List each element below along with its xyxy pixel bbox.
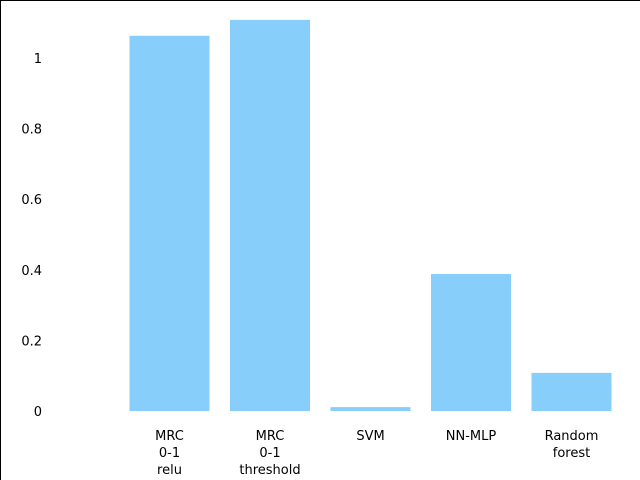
x-tick-label-line: Random — [545, 429, 599, 444]
x-tick-label-line: threshold — [239, 463, 300, 478]
x-tick-label-line: NN-MLP — [446, 429, 497, 444]
x-tick-label-line: 0-1 — [159, 446, 180, 461]
y-tick-label: 0.4 — [21, 264, 42, 279]
x-tick-label-line: MRC — [155, 429, 184, 444]
x-tick-label-line: relu — [157, 463, 182, 478]
x-tick-label: SVM — [356, 429, 384, 444]
x-tick-label-line: MRC — [256, 429, 285, 444]
x-tick-label: NN-MLP — [446, 429, 497, 444]
bars-group — [129, 19, 612, 412]
x-axis-ticks: MRC 0-1 relu MRC 0-1 threshold SVM NN-MLP Random… — [155, 429, 598, 478]
y-tick-label: 1 — [34, 52, 42, 67]
x-tick-label: MRC 0-1 threshold — [239, 429, 300, 478]
y-tick-label: 0 — [34, 405, 42, 420]
x-tick-label: MRC 0-1 relu — [155, 429, 184, 478]
bar — [129, 35, 210, 412]
x-tick-label: Random forest — [545, 429, 599, 461]
x-tick-label-line: forest — [553, 446, 590, 461]
bar — [431, 274, 511, 411]
y-tick-label: 0.2 — [21, 334, 42, 349]
bar — [330, 407, 411, 411]
x-tick-label-line: SVM — [356, 429, 384, 444]
y-axis-ticks: 0 0.2 0.4 0.6 0.8 1 — [21, 52, 42, 420]
y-tick-label: 0.8 — [21, 123, 42, 138]
x-tick-label-line: 0-1 — [259, 446, 280, 461]
bar — [230, 19, 310, 411]
y-tick-label: 0.6 — [21, 193, 42, 208]
bar — [531, 372, 612, 411]
